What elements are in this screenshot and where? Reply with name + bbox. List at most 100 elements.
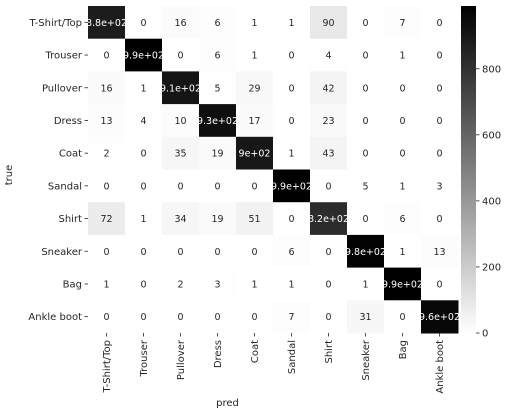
heatmap-cell: [310, 300, 348, 334]
heatmap-cell-label: 1: [399, 51, 405, 62]
heatmap-cell-label: 4: [325, 51, 331, 62]
heatmap-cell-label: 0: [140, 312, 146, 323]
heatmap-cell: [236, 71, 274, 105]
heatmap-cell-label: 8.2e+02: [308, 214, 349, 225]
heatmap-cell: [384, 71, 422, 105]
heatmap-cell: [421, 300, 459, 334]
heatmap-cell: [125, 6, 163, 40]
heatmap-cell: [310, 6, 348, 40]
heatmap-cell: [273, 234, 311, 269]
heatmap-cell-label: 51: [248, 214, 260, 225]
heatmap-cell: [273, 71, 311, 105]
heatmap-cell-label: 7: [399, 18, 405, 29]
heatmap-cell: [162, 104, 200, 138]
heatmap-cell: [273, 38, 311, 72]
heatmap-cell-label: 16: [174, 18, 186, 29]
heatmap-cell: [384, 104, 422, 138]
heatmap-cell: [347, 104, 385, 138]
heatmap-cell: [236, 202, 274, 236]
heatmap-cell: [310, 38, 348, 72]
heatmap-cell: [273, 267, 311, 301]
heatmap-cell-label: 31: [359, 312, 371, 323]
heatmap-cell: [199, 267, 237, 301]
heatmap-cell-label: 23: [322, 116, 334, 127]
x-tick-label: Pullover: [176, 339, 187, 380]
colorbar: 0 200 400 600 800: [461, 6, 501, 340]
heatmap-cell: [199, 38, 237, 72]
heatmap-cell-label: 0: [103, 51, 109, 62]
x-tick-label: Coat: [250, 340, 261, 363]
heatmap-cell-label: 1: [251, 51, 257, 62]
heatmap-cell-label: 0: [251, 181, 257, 192]
heatmap-cell-label: 0: [103, 247, 109, 258]
colorbar-tick-label: 200: [482, 262, 501, 273]
heatmap-cell-label: 19: [211, 214, 223, 225]
heatmap-cell: [236, 38, 274, 72]
heatmap-cell: [421, 136, 459, 170]
colorbar-gradient: [461, 6, 476, 333]
heatmap-cell-label: 8.8e+02: [86, 18, 127, 29]
heatmap-cell-label: 13: [100, 116, 112, 127]
heatmap-cell: [421, 6, 459, 40]
heatmap-cell-label: 1: [288, 279, 294, 290]
y-tick-label: Dress: [54, 116, 82, 127]
heatmap-cell-label: 0: [362, 18, 368, 29]
y-tick-label: Bag: [63, 279, 82, 290]
heatmap-cell: [384, 136, 422, 170]
heatmap-cell-label: 29: [248, 83, 260, 94]
heatmap-cell-label: 1: [140, 83, 146, 94]
heatmap-cell-label: 0: [362, 116, 368, 127]
x-axis-ticks: T-Shirt/Top Trouser Pullover Dress Coat Sanda…: [102, 333, 446, 394]
heatmap-cell-label: 6: [288, 247, 294, 258]
y-tick-label: Sandal: [48, 181, 82, 192]
heatmap-cell-label: 0: [214, 181, 220, 192]
heatmap-cell-label: 1: [362, 279, 368, 290]
heatmap-cell: [125, 267, 163, 301]
y-tick-label: Shirt: [59, 214, 83, 225]
heatmap-cell-label: 0: [177, 181, 183, 192]
heatmap-cell: [347, 6, 385, 40]
heatmap-cell: [310, 202, 348, 236]
heatmap-cell-label: 7: [288, 312, 294, 323]
heatmap-cell: [125, 104, 163, 138]
x-tick-label: Trouser: [139, 339, 150, 377]
x-tick-label: Bag: [398, 340, 409, 359]
heatmap-cell-label: 0: [325, 279, 331, 290]
heatmap-cell: [310, 267, 348, 301]
heatmap-cell-label: 9.6e+02: [419, 312, 460, 323]
heatmap-cell: [347, 202, 385, 236]
heatmap-cell-label: 0: [251, 247, 257, 258]
x-tick-label: T-Shirt/Top: [102, 340, 113, 394]
heatmap-cell: [162, 136, 200, 170]
heatmap-cell-label: 0: [103, 312, 109, 323]
heatmap-cell: [384, 234, 422, 269]
x-axis-label: pred: [216, 398, 239, 409]
heatmap-cell: [421, 202, 459, 236]
heatmap-cell: [162, 202, 200, 236]
heatmap-cell: [384, 300, 422, 334]
heatmap-cell: [384, 202, 422, 236]
heatmap-cell-label: 0: [362, 51, 368, 62]
heatmap-cell-label: 0: [399, 83, 405, 94]
heatmap-cell-label: 1: [251, 18, 257, 29]
heatmap-cell-label: 10: [174, 116, 186, 127]
heatmap-cell: [310, 136, 348, 170]
heatmap-cell: [88, 104, 126, 138]
heatmap-cell-label: 34: [174, 214, 186, 225]
heatmap-cell-label: 0: [214, 312, 220, 323]
heatmap-cell-label: 0: [140, 181, 146, 192]
heatmap-cell-label: 9.9e+02: [123, 51, 164, 62]
heatmap-cell: [236, 234, 274, 269]
heatmap-cell: [310, 234, 348, 269]
heatmap-cell: [199, 104, 237, 138]
colorbar-tick-label: 0: [482, 329, 488, 340]
heatmap-cell: [125, 38, 163, 72]
x-tick-label: Shirt: [324, 340, 335, 364]
heatmap-cell-label: 0: [288, 116, 294, 127]
heatmap-cell-label: 42: [322, 83, 334, 94]
heatmap-cell: [421, 234, 459, 269]
heatmap-cell: [125, 169, 163, 203]
heatmap-cell: [347, 169, 385, 203]
heatmap-cell: [88, 169, 126, 203]
heatmap-cell: [347, 267, 385, 301]
